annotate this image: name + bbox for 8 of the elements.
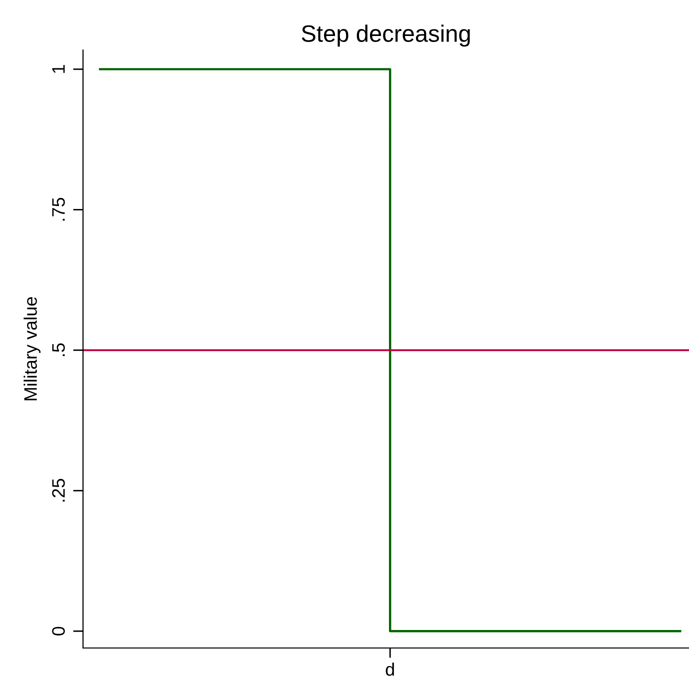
y-tick-label: .75 xyxy=(52,198,65,221)
y-tick-label: 1 xyxy=(52,65,65,73)
y-tick-label: .5 xyxy=(52,343,65,356)
y-axis-title: Military value xyxy=(24,297,40,400)
chart-title: Step decreasing xyxy=(302,24,470,47)
x-tick-label: d xyxy=(386,662,394,676)
y-tick-label: .25 xyxy=(52,478,65,502)
y-tick-label: 0 xyxy=(52,626,65,636)
